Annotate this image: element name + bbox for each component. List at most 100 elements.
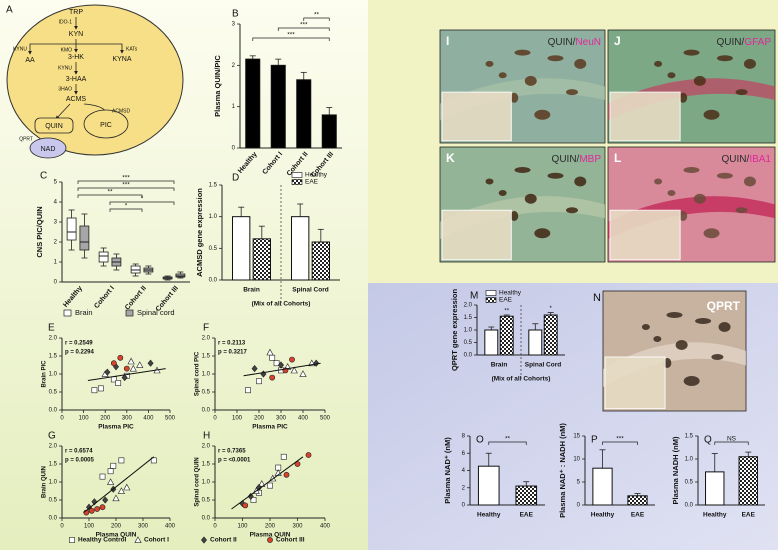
cell xyxy=(675,340,688,350)
regression-stat: r = 0.7365 xyxy=(218,449,246,455)
x-tick-label: 200 xyxy=(254,416,265,422)
enzyme-label: KMO xyxy=(61,47,73,53)
y-tick-label: 0 xyxy=(232,146,236,152)
cell xyxy=(716,55,733,62)
chart-panel: H 0.0 0.5 1.0 1.5 2.0 Spinal cord QUIN 0 100 200 3… xyxy=(195,431,331,539)
x-tick-label: 200 xyxy=(265,524,276,530)
node-label: KYN xyxy=(69,31,83,38)
y-tick-label: 5 xyxy=(54,180,58,186)
cell xyxy=(735,89,748,96)
x-tick-label: EAE xyxy=(631,512,645,519)
cell xyxy=(510,211,519,221)
x-tick-label: 200 xyxy=(100,416,111,422)
panel-letter: M xyxy=(470,291,478,302)
bar xyxy=(252,238,271,281)
y-tick-label: 1.5 xyxy=(464,315,473,321)
scatter-point xyxy=(123,483,131,491)
stain-label-primary: QUIN/ xyxy=(717,37,745,48)
legend-label: Healthy xyxy=(499,290,522,297)
enzyme-label: KATs xyxy=(126,46,138,52)
cell xyxy=(498,72,507,79)
legend-label: Healthy xyxy=(305,172,328,179)
y-axis-label: Brain QUIN xyxy=(42,466,48,498)
panel-letter: O xyxy=(476,435,484,446)
x-axis-label: Plasma PIC xyxy=(252,424,288,431)
x-tick-label: Healthy xyxy=(703,512,727,519)
scatter-point xyxy=(245,387,251,394)
y-axis-label: QPRT gene expression xyxy=(450,289,459,372)
x-tick-label: 500 xyxy=(320,416,331,422)
scatter-point xyxy=(117,487,126,494)
x-tick-label: 300 xyxy=(276,416,287,422)
cell xyxy=(683,376,700,386)
x-axis-label: Plasma PIC xyxy=(98,424,134,431)
panel-letter: C xyxy=(40,171,47,182)
bar xyxy=(321,114,337,149)
legend-swatch xyxy=(63,309,72,317)
scatter-point xyxy=(104,368,111,376)
scatter-point xyxy=(127,357,135,365)
y-axis-label: Plasma NADH (nM) xyxy=(671,436,680,504)
node-label: KYNA xyxy=(112,56,131,63)
node-label: ACMS xyxy=(66,96,87,103)
scatter-point xyxy=(99,504,106,511)
y-tick-label: 0.5 xyxy=(202,498,211,504)
scatter-point xyxy=(110,462,117,469)
y-axis-label: Spinal cord QUIN xyxy=(195,457,201,506)
y-tick-label: 2 xyxy=(54,240,58,246)
y-tick-label: 3 xyxy=(54,220,58,226)
scatter-point xyxy=(110,360,117,367)
stain-label: QPRT xyxy=(707,299,741,313)
scatter-point xyxy=(91,498,98,506)
scatter-point xyxy=(107,468,114,475)
cell xyxy=(641,324,650,330)
bar xyxy=(296,79,312,149)
micrograph: QUIN/IBA1 L xyxy=(607,146,776,263)
scatter-point xyxy=(256,378,262,385)
cell xyxy=(679,92,688,103)
significance-bracket xyxy=(714,441,749,445)
tissue-band xyxy=(440,78,605,121)
enzyme-label: ACMSD xyxy=(112,108,130,114)
scatter-point xyxy=(112,494,120,502)
x-tick-label: 400 xyxy=(143,416,154,422)
y-tick-label: 1.0 xyxy=(49,480,58,486)
y-tick-label: 2.0 xyxy=(202,336,211,342)
bar xyxy=(311,241,330,281)
cell xyxy=(711,354,724,360)
scatter-point xyxy=(289,356,295,363)
y-tick-label: 1 xyxy=(232,104,236,110)
x-tick-label: 400 xyxy=(298,416,309,422)
x-tick-label: 300 xyxy=(292,524,303,530)
x-tick-label: Brain xyxy=(243,287,260,294)
cell xyxy=(534,228,551,239)
enzyme-label: QPRT xyxy=(19,136,33,142)
y-tick-label: 3 xyxy=(232,22,236,28)
significance-label: *** xyxy=(122,175,130,182)
significance-bracket xyxy=(77,180,175,184)
panel-letter: J xyxy=(614,34,621,48)
scatter-point xyxy=(123,365,130,372)
significance-label: * xyxy=(141,196,144,203)
cell xyxy=(566,207,578,214)
regression-line xyxy=(231,456,304,510)
scatter-point xyxy=(94,506,100,512)
cell xyxy=(574,176,587,187)
y-tick-label: 1.0 xyxy=(202,372,211,378)
x-tick-label: 100 xyxy=(79,416,90,422)
enzyme-label: KYNU xyxy=(58,65,72,71)
y-axis-label: CNS PIC/QUIN xyxy=(35,206,44,257)
regression-line xyxy=(83,456,155,513)
panel-letter: E xyxy=(48,323,55,334)
significance-bracket xyxy=(303,17,330,21)
x-tick-label: 0 xyxy=(60,524,64,530)
significance-label: *** xyxy=(616,436,624,443)
bar xyxy=(245,58,261,149)
significance-label: *** xyxy=(122,182,130,189)
y-tick-label: 0.5 xyxy=(209,246,218,252)
significance-label: *** xyxy=(300,22,308,29)
scatter-point xyxy=(256,483,262,491)
x-tick-label: 500 xyxy=(165,416,176,422)
